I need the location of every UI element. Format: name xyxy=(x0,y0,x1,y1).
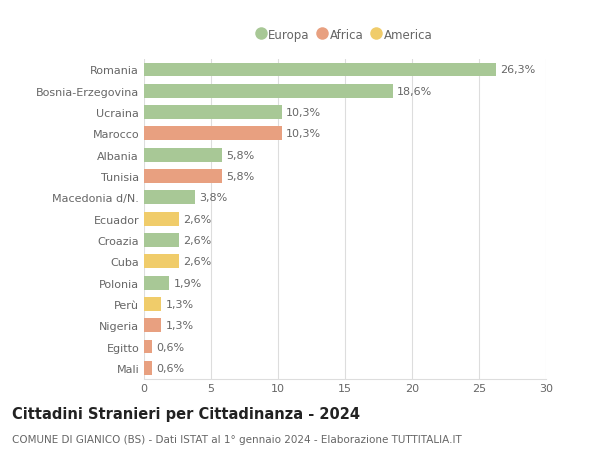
Bar xyxy=(144,340,152,354)
Text: 0,6%: 0,6% xyxy=(156,342,184,352)
Bar xyxy=(144,276,169,290)
Text: 5,8%: 5,8% xyxy=(226,172,254,182)
Bar xyxy=(144,234,179,247)
Bar xyxy=(144,63,496,77)
Text: 1,3%: 1,3% xyxy=(166,320,194,330)
Text: 1,9%: 1,9% xyxy=(173,278,202,288)
Legend: Europa, Africa, America: Europa, Africa, America xyxy=(253,24,437,46)
Bar xyxy=(144,319,161,332)
Text: 5,8%: 5,8% xyxy=(226,151,254,160)
Bar xyxy=(144,84,393,99)
Bar xyxy=(144,297,161,311)
Bar xyxy=(144,148,222,162)
Text: 2,6%: 2,6% xyxy=(183,235,211,246)
Text: 2,6%: 2,6% xyxy=(183,214,211,224)
Text: 18,6%: 18,6% xyxy=(397,87,433,96)
Text: 10,3%: 10,3% xyxy=(286,108,321,118)
Text: 0,6%: 0,6% xyxy=(156,363,184,373)
Text: Cittadini Stranieri per Cittadinanza - 2024: Cittadini Stranieri per Cittadinanza - 2… xyxy=(12,406,360,421)
Bar xyxy=(144,361,152,375)
Text: 3,8%: 3,8% xyxy=(199,193,227,203)
Bar xyxy=(144,170,222,184)
Text: 1,3%: 1,3% xyxy=(166,299,194,309)
Text: 2,6%: 2,6% xyxy=(183,257,211,267)
Text: 26,3%: 26,3% xyxy=(500,65,536,75)
Bar xyxy=(144,191,195,205)
Bar xyxy=(144,255,179,269)
Text: 10,3%: 10,3% xyxy=(286,129,321,139)
Bar xyxy=(144,127,282,141)
Bar xyxy=(144,106,282,120)
Text: COMUNE DI GIANICO (BS) - Dati ISTAT al 1° gennaio 2024 - Elaborazione TUTTITALIA: COMUNE DI GIANICO (BS) - Dati ISTAT al 1… xyxy=(12,434,462,444)
Bar xyxy=(144,212,179,226)
